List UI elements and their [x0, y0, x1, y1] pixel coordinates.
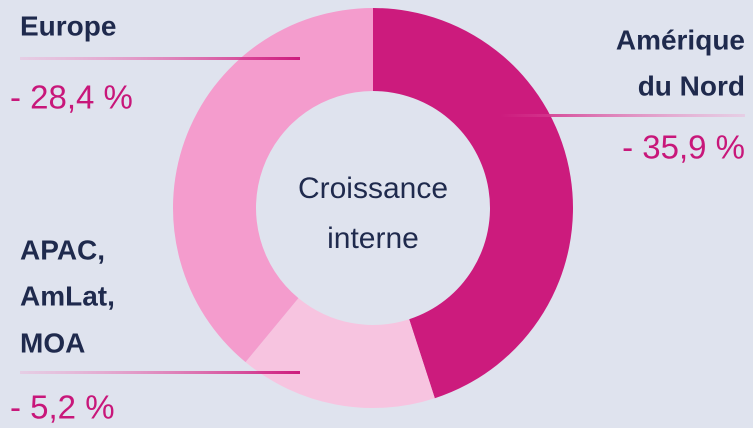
category-label: AmLat,: [20, 280, 115, 311]
separator: [20, 57, 300, 60]
donut-segment: [245, 298, 435, 408]
growth-label: - 5,2 %: [10, 389, 115, 426]
center-label: Croissance: [298, 172, 448, 205]
category-label: Europe: [20, 10, 116, 41]
donut-segment: [173, 8, 373, 363]
growth-label: - 28,4 %: [10, 79, 133, 116]
growth-label: - 35,9 %: [622, 129, 745, 166]
donut: [173, 8, 573, 408]
separator: [20, 371, 300, 374]
donut-segment: [373, 8, 573, 399]
separator: [500, 114, 745, 117]
category-label: APAC,: [20, 234, 105, 265]
center-label: interne: [327, 222, 419, 255]
category-label: Amérique: [616, 24, 745, 55]
category-label: du Nord: [638, 70, 745, 101]
category-label: MOA: [20, 327, 85, 358]
